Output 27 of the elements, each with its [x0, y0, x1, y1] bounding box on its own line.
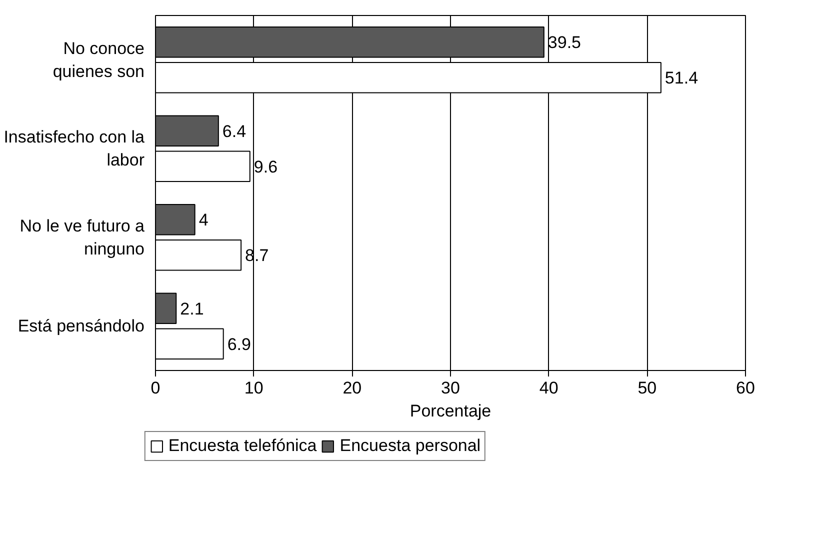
bar	[156, 328, 224, 360]
x-tick-label: 40	[539, 378, 558, 398]
data-label: 6.4	[222, 122, 246, 141]
bar	[156, 115, 219, 146]
y-tick-label: Está pensándolo	[18, 316, 145, 336]
legend-label: Encuesta personal	[340, 436, 481, 456]
x-tick-label: 10	[244, 378, 264, 398]
bar	[156, 240, 242, 271]
bar	[156, 204, 196, 236]
data-label: 4	[198, 210, 208, 230]
y-tick-label: No le ve futuro a ninguno	[20, 216, 146, 258]
data-label: 39.5	[548, 33, 582, 52]
bar	[156, 292, 177, 324]
x-tick-label: 0	[150, 378, 160, 398]
x-tick-label: 60	[736, 378, 755, 398]
x-tick-label: 30	[441, 378, 460, 398]
data-label: 51.4	[664, 68, 698, 88]
data-label: 9.6	[254, 157, 278, 176]
x-axis-title: Porcentaje	[410, 402, 492, 420]
x-tick-label: 50	[638, 378, 657, 398]
bar	[156, 150, 250, 182]
data-label: 2.1	[180, 299, 204, 318]
x-tick-label: 20	[342, 378, 362, 398]
y-tick-label: Insatisfecho con la labor	[4, 128, 146, 170]
legend-label: Encuesta telefónica	[168, 436, 317, 456]
data-label: 6.9	[227, 334, 251, 354]
y-tick-label: No conoce quienes son	[52, 38, 145, 81]
